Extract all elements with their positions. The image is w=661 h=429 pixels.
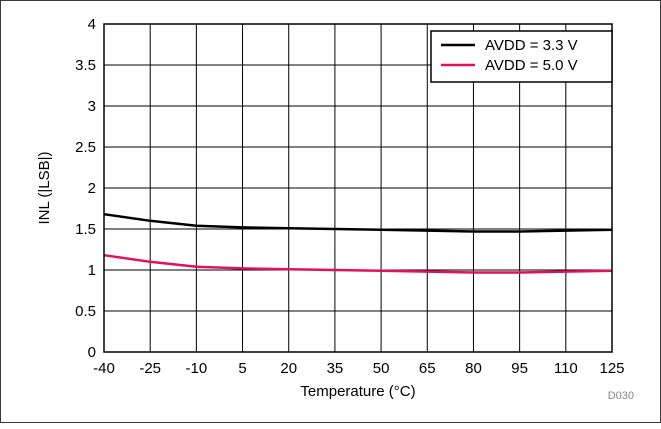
x-tick-label: 95 xyxy=(511,360,528,377)
x-tick-label: 35 xyxy=(327,360,344,377)
y-axis-title: INL (|LSB|) xyxy=(36,151,53,224)
series-line-avdd-5v0 xyxy=(103,253,613,274)
x-tick-label: -40 xyxy=(93,360,115,377)
x-tick-label: 125 xyxy=(599,360,624,377)
x-tick-label: 5 xyxy=(238,360,246,377)
legend-box xyxy=(430,30,613,83)
x-tick-label: 110 xyxy=(554,360,578,377)
x-axis-title: Temperature (°C) xyxy=(300,383,415,400)
x-tick-label: 80 xyxy=(465,360,482,377)
x-tick-label: 65 xyxy=(419,360,436,377)
y-tick-labels: 0 0.5 1 1.5 2 2.5 3 3.5 4 xyxy=(75,16,96,361)
y-tick-label: 0.5 xyxy=(75,303,96,320)
series-lines xyxy=(103,212,613,274)
y-tick-label: 2 xyxy=(88,180,96,197)
y-tick-label: 2.5 xyxy=(75,139,96,156)
x-tick-label: 20 xyxy=(280,360,297,377)
legend-label-avdd-3v3: AVDD = 3.3 V xyxy=(485,37,578,54)
legend-label-avdd-5v0: AVDD = 5.0 V xyxy=(485,57,578,74)
y-tick-label: 0 xyxy=(88,344,96,361)
y-tick-label: 4 xyxy=(88,16,96,33)
x-tick-label: -25 xyxy=(139,360,161,377)
plot-border xyxy=(103,23,613,353)
y-tick-label: 3 xyxy=(88,98,96,115)
legend: AVDD = 3.3 V AVDD = 5.0 V xyxy=(430,30,613,83)
x-tick-label: -10 xyxy=(186,360,208,377)
figure-id: D030 xyxy=(608,390,634,402)
x-tick-labels: -40 -25 -10 5 20 35 50 65 80 95 110 125 xyxy=(93,360,624,377)
series-line-avdd-3v3 xyxy=(103,212,613,233)
y-tick-label: 1 xyxy=(88,262,96,279)
x-tick-label: 50 xyxy=(373,360,390,377)
y-tick-label: 1.5 xyxy=(75,221,96,238)
y-tick-label: 3.5 xyxy=(75,57,96,74)
